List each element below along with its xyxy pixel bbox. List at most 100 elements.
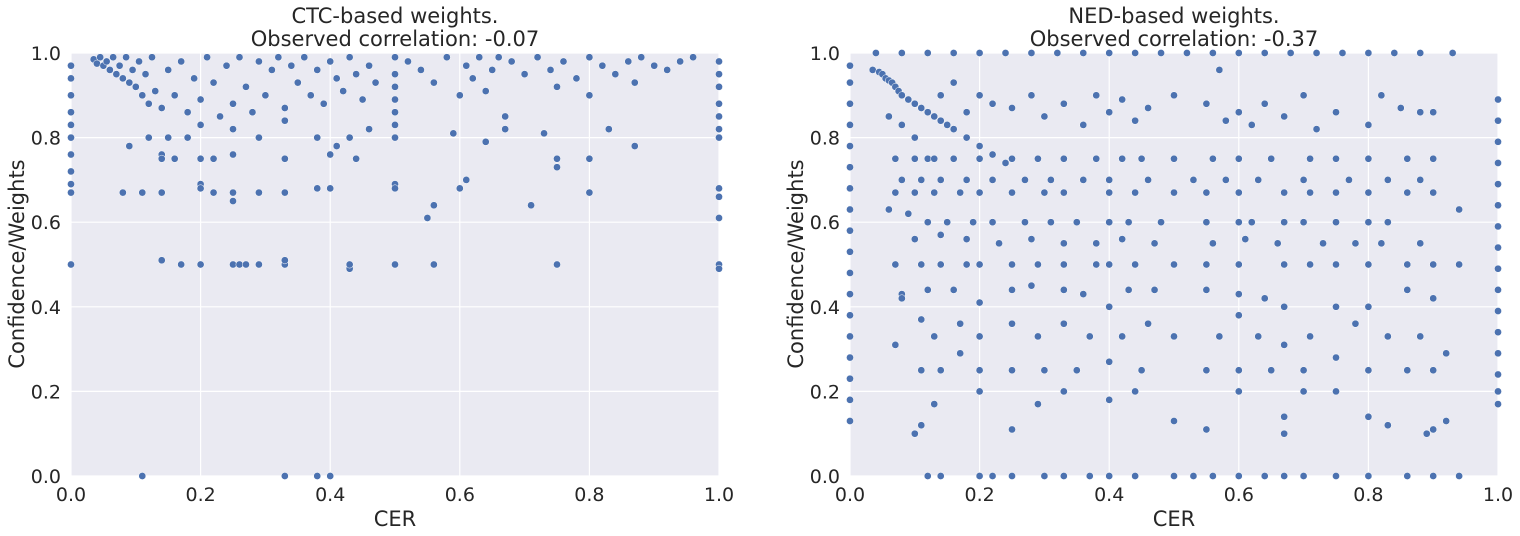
scatter-point [1416, 176, 1425, 184]
scatter-point [846, 332, 854, 341]
scatter-point [1494, 264, 1502, 273]
scatter-point [1332, 218, 1340, 227]
scatter-point [553, 82, 561, 91]
scatter-point [391, 108, 399, 117]
scatter-point [1280, 112, 1289, 121]
scatter-point [209, 154, 218, 163]
scatter-point [949, 125, 958, 133]
scatter-point [1280, 472, 1289, 480]
data-points [67, 53, 723, 480]
scatter-point [1034, 332, 1042, 341]
scatter-point [1105, 176, 1114, 184]
scatter-point [1131, 472, 1139, 480]
scatter-point [209, 188, 218, 197]
scatter-point [1416, 108, 1425, 117]
y-tick-label: 1.0 [810, 43, 840, 65]
scatter-point [1286, 49, 1295, 57]
scatter-point [917, 366, 926, 375]
scatter-point [585, 154, 594, 163]
scatter-point [1027, 281, 1036, 290]
scatter-point [1059, 188, 1068, 197]
scatter-point [1494, 159, 1502, 167]
scatter-point [559, 57, 568, 66]
scatter-point [1332, 302, 1340, 311]
scatter-point [930, 332, 939, 341]
scatter-point [1247, 121, 1256, 129]
scatter-point [67, 167, 75, 176]
scatter-point [1280, 341, 1289, 349]
scatter-point [1215, 332, 1224, 341]
chart-title-line-2: Observed correlation: -0.37 [1030, 27, 1318, 51]
scatter-point [255, 260, 263, 269]
scatter-point [885, 112, 893, 121]
scatter-point [1079, 121, 1088, 129]
scatter-point [715, 99, 723, 108]
scatter-point [1299, 218, 1308, 227]
scatter-point [846, 61, 854, 70]
scatter-point [1351, 319, 1360, 328]
scatter-point [1131, 188, 1139, 197]
scatter-point [1254, 332, 1263, 341]
scatter-point [1047, 218, 1055, 227]
scatter-point [67, 121, 75, 129]
scatter-point [177, 57, 186, 66]
scatter-point [1332, 387, 1340, 396]
scatter-point [1008, 260, 1016, 269]
scatter-point [442, 53, 451, 62]
x-tick-label: 0.6 [445, 484, 475, 506]
scatter-point [115, 61, 124, 70]
data-points [846, 49, 1502, 480]
scatter-point [1118, 235, 1127, 243]
scatter-point [365, 125, 373, 133]
scatter-point [975, 332, 984, 341]
scatter-point [1202, 286, 1211, 294]
scatter-point [455, 184, 464, 193]
scatter-point [904, 209, 913, 218]
scatter-point [229, 125, 237, 133]
scatter-point [1494, 243, 1502, 252]
scatter-point [891, 260, 900, 269]
y-tick-label: 0.0 [31, 466, 61, 488]
scatter-point [1047, 176, 1055, 184]
scatter-point [1267, 154, 1276, 163]
scatter-point [715, 112, 723, 121]
scatter-point [1364, 49, 1373, 57]
scatter-point [1105, 260, 1114, 269]
scatter-point [1422, 429, 1431, 438]
scatter-point [1183, 49, 1191, 57]
scatter-point [1027, 91, 1036, 100]
scatter-point [1170, 188, 1178, 197]
scatter-point [122, 53, 130, 62]
scatter-point [715, 57, 723, 66]
scatter-point [943, 121, 952, 129]
scatter-point [1053, 49, 1062, 57]
chart-title-line-1: CTC-based weights. [292, 4, 499, 28]
x-tick-label: 0.8 [1353, 484, 1383, 506]
scatter-point [975, 49, 984, 57]
scatter-point [1189, 176, 1198, 184]
scatter-point [1383, 218, 1392, 227]
scatter-point [345, 53, 354, 62]
scatter-point [930, 188, 939, 197]
scatter-point [1202, 99, 1211, 108]
scatter-point [332, 142, 341, 150]
scatter-point [1494, 307, 1502, 315]
scatter-point [1260, 294, 1269, 303]
scatter-point [1494, 387, 1502, 396]
scatter-point [891, 341, 900, 349]
scatter-point [1234, 260, 1243, 269]
scatter-point [488, 66, 497, 74]
scatter-point [975, 188, 984, 197]
scatter-point [1202, 188, 1211, 197]
scatter-point [975, 472, 984, 480]
scatter-point [897, 121, 906, 129]
scatter-point [1021, 176, 1029, 184]
scatter-point [1092, 154, 1101, 163]
scatter-point [1455, 205, 1463, 214]
scatter-point [196, 260, 205, 269]
scatter-point [170, 91, 179, 100]
scatter-point [1254, 176, 1263, 184]
scatter-point [585, 91, 594, 100]
scatter-point [553, 163, 561, 172]
scatter-point [949, 154, 958, 163]
